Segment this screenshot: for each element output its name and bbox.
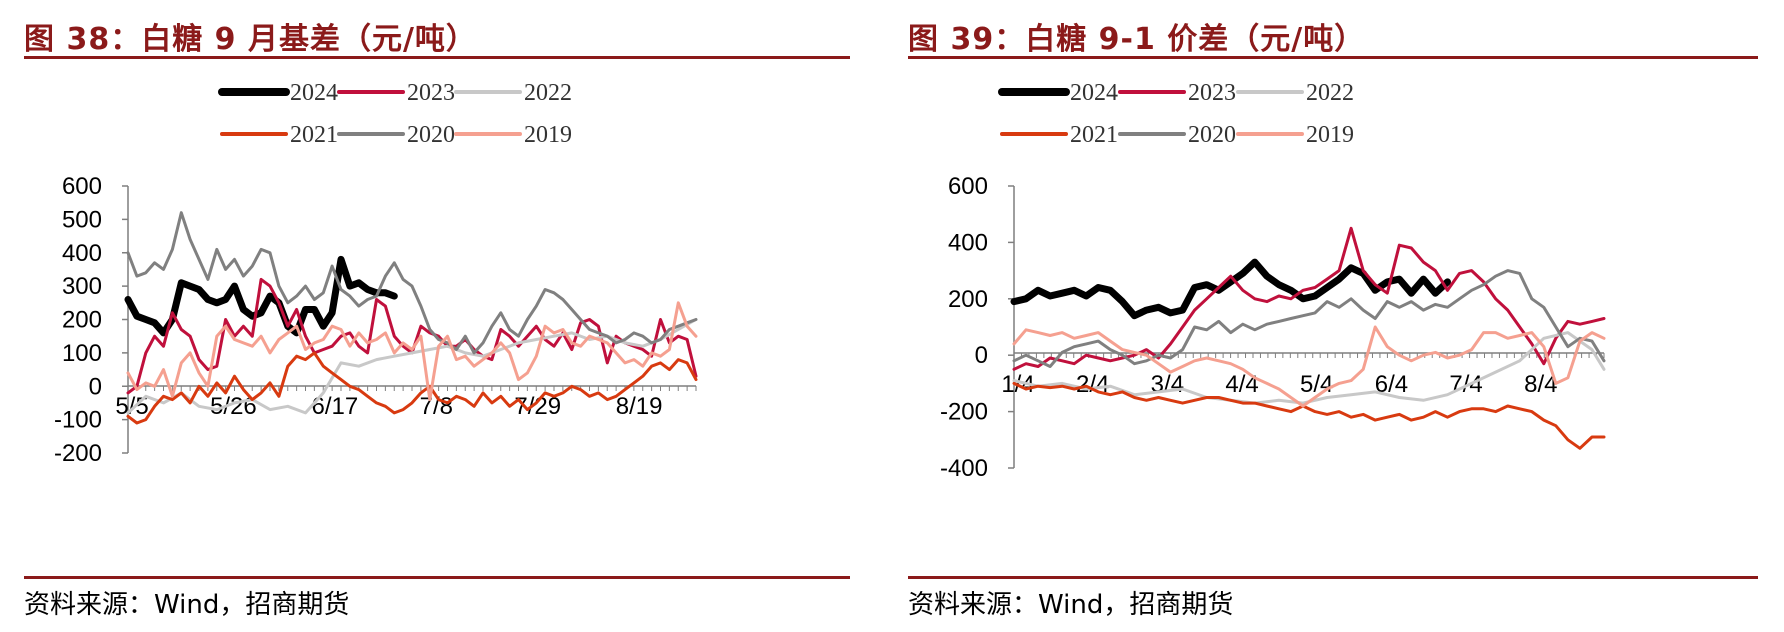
legend-label-2019: 2019 <box>1306 122 1354 148</box>
series-line-2021 <box>126 351 698 425</box>
y-tick-label: -400 <box>940 455 988 482</box>
y-tick-label: 500 <box>62 206 102 233</box>
chart-title: 图 38：白糖 9 月基差（元/吨） <box>24 22 477 57</box>
y-tick-label: -100 <box>54 407 102 434</box>
legend-label-2024: 2024 <box>290 80 338 106</box>
series-line-2020 <box>1012 269 1606 368</box>
chart-panel-spread: 图 39：白糖 9-1 价差（元/吨） 2024 2023 2022 2021 2020… <box>908 0 1758 632</box>
y-tick-label: 200 <box>948 286 988 313</box>
y-tick-label: 100 <box>62 340 102 367</box>
title-rule <box>24 56 850 59</box>
y-tick-label: 600 <box>948 173 988 200</box>
source-rule <box>24 576 850 579</box>
series-line-2021 <box>1012 381 1606 450</box>
legend-label-2021: 2021 <box>1070 122 1118 148</box>
series-line-2022 <box>1012 331 1606 405</box>
series-line-2019 <box>126 301 698 402</box>
series-line-2024 <box>1010 258 1451 320</box>
legend-label-2021: 2021 <box>290 122 338 148</box>
legend-label-2022: 2022 <box>524 80 572 106</box>
series-line-2024 <box>124 255 398 337</box>
x-tick-label: 5/4 <box>1300 371 1333 398</box>
series-line-2020 <box>126 211 698 355</box>
legend-label-2022: 2022 <box>1306 80 1354 106</box>
x-tick-label: 3/4 <box>1151 371 1184 398</box>
legend-label-2024: 2024 <box>1070 80 1118 106</box>
legend-label-2020: 2020 <box>1188 122 1236 148</box>
legend-label-2020: 2020 <box>407 122 455 148</box>
spread-chart: 2024 2023 2022 2021 2020 2019 600 400 200 0 -200 -4… <box>940 80 1606 482</box>
chart-panel-basis: 图 38：白糖 9 月基差（元/吨） 2024 2023 2022 2021 2020 2… <box>24 0 874 632</box>
y-tick-label: 400 <box>62 240 102 267</box>
x-tick-label: 4/4 <box>1225 371 1258 398</box>
chart-title: 图 39：白糖 9-1 价差（元/吨） <box>908 22 1366 57</box>
y-tick-label: 0 <box>975 342 988 369</box>
y-tick-label: 600 <box>62 173 102 200</box>
y-tick-label: 300 <box>62 273 102 300</box>
y-tick-label: 400 <box>948 229 988 256</box>
series-line-2023 <box>1012 226 1606 371</box>
series-line-2019 <box>1012 325 1606 408</box>
legend-label-2023: 2023 <box>1188 80 1236 106</box>
y-tick-label: -200 <box>54 440 102 467</box>
basis-chart: 2024 2023 2022 2021 2020 2019 600 500 400 300 200 1… <box>54 80 698 467</box>
chart-source: 资料来源：Wind，招商期货 <box>908 590 1234 620</box>
y-tick-label: -200 <box>940 399 988 426</box>
y-tick-label: 0 <box>89 373 102 400</box>
x-tick-label: 8/19 <box>616 393 663 420</box>
y-tick-label: 200 <box>62 307 102 334</box>
source-rule <box>908 576 1758 579</box>
title-rule <box>908 56 1758 59</box>
legend-label-2023: 2023 <box>407 80 455 106</box>
legend-label-2019: 2019 <box>524 122 572 148</box>
series-line-2022 <box>126 318 698 415</box>
chart-source: 资料来源：Wind，招商期货 <box>24 590 350 620</box>
